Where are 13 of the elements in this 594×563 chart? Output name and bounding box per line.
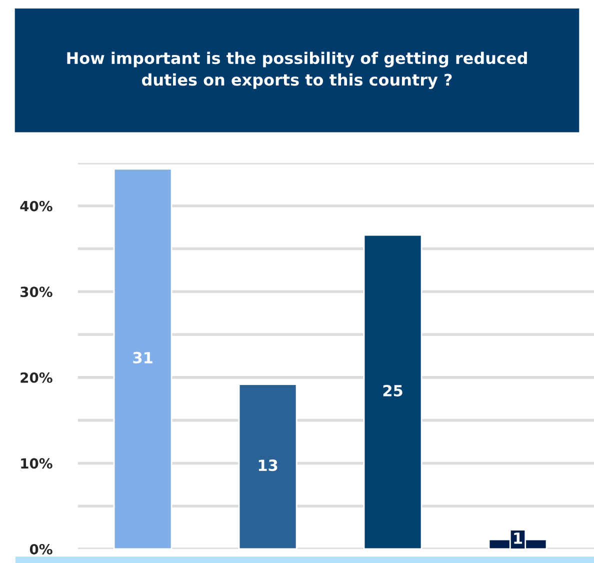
y-tick-label: 40% bbox=[20, 200, 52, 212]
y-tick-label: 30% bbox=[20, 286, 52, 298]
y-tick-label: 20% bbox=[20, 372, 52, 383]
chart-title: How important is the possibility of getting reduced duties on exports to this country ? bbox=[67, 52, 527, 89]
bar bbox=[238, 384, 298, 549]
annotation: 13 bbox=[258, 460, 278, 472]
annotation: 25 bbox=[383, 384, 402, 396]
bar bbox=[363, 234, 422, 549]
y-tick-label: 10% bbox=[21, 458, 52, 469]
y-tick-label: 0% bbox=[30, 544, 52, 554]
annotation: 31 bbox=[133, 352, 152, 364]
bar bbox=[113, 168, 172, 549]
annotation: 1 bbox=[514, 532, 522, 544]
